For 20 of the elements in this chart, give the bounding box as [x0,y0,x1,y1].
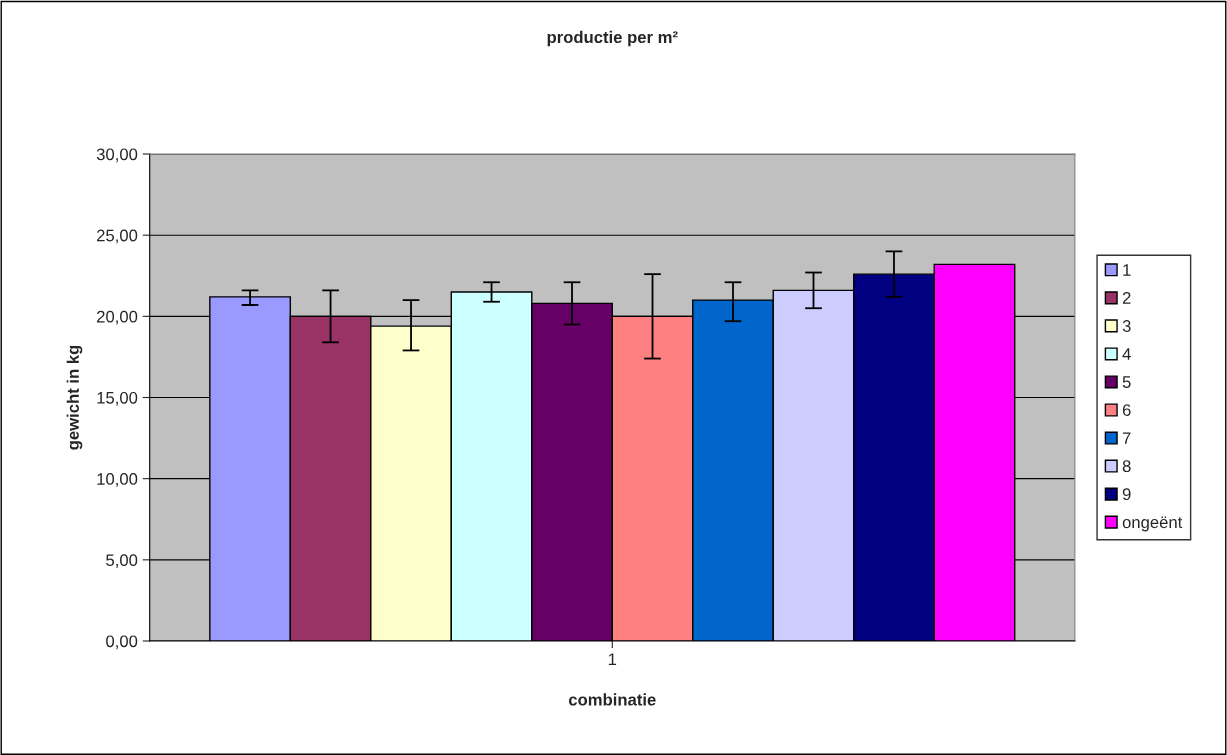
legend-label: 1 [1123,264,1131,276]
legend-label: 4 [1122,348,1131,360]
y-tick-label: 10,00 [97,473,138,487]
legend-label: 2 [1122,292,1131,304]
legend-label: 8 [1122,460,1131,473]
legend-label: 3 [1122,320,1131,332]
x-axis-title: combinatie [568,693,656,706]
chart-title: productie per m² [547,30,678,47]
legend-label: 7 [1122,432,1131,444]
y-tick-label: 0,00 [106,635,138,650]
legend-label: 9 [1122,488,1131,501]
y-axis-title: gewicht in kg [66,345,83,450]
y-tick-label: 15,00 [97,391,138,406]
legend-label: 6 [1122,404,1131,416]
legend-label: ongeënt [1122,516,1183,532]
y-tick-label: 20,00 [97,310,138,325]
y-tick-label: 25,00 [97,229,138,244]
y-tick-label: 30,00 [96,148,138,163]
legend-label: 5 [1122,376,1131,388]
y-tick-label: 5,00 [106,554,138,568]
